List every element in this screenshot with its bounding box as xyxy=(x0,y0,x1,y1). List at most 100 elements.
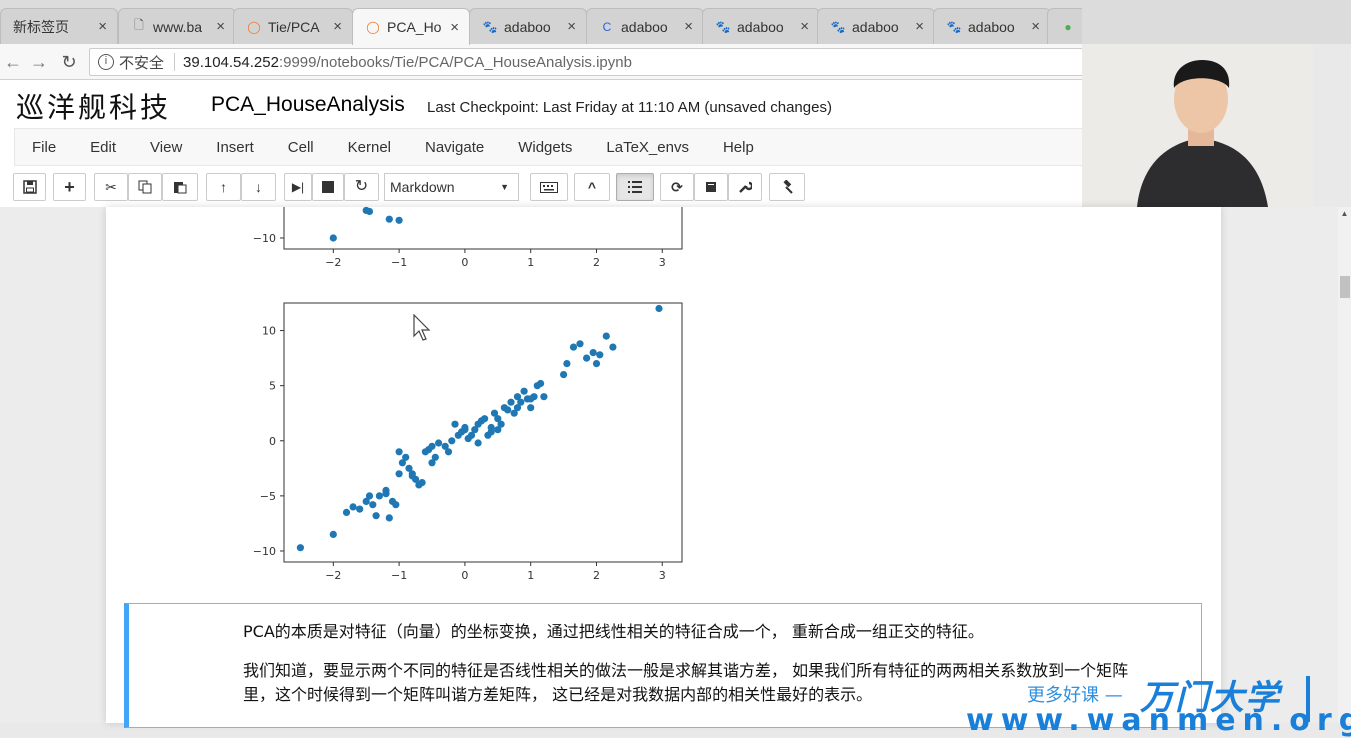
info-icon[interactable]: i xyxy=(98,54,114,70)
chevron-up-icon[interactable]: ^ xyxy=(574,173,610,201)
menu-item-edit[interactable]: Edit xyxy=(90,138,117,156)
close-icon[interactable]: × xyxy=(216,18,225,35)
close-icon[interactable]: × xyxy=(98,18,107,35)
browser-tab[interactable]: 🐾 adaboo × xyxy=(702,8,820,44)
save-icon[interactable] xyxy=(13,173,46,201)
markdown-paragraph: PCA的本质是对特征（向量）的坐标变换，通过把线性相关的特征合成一个， 重新合成… xyxy=(243,622,984,641)
scatter-point xyxy=(655,304,663,313)
gavel-icon[interactable] xyxy=(769,173,805,201)
cut-icon[interactable]: ✂ xyxy=(94,173,128,201)
refresh-icon[interactable]: ⟳ xyxy=(660,173,694,201)
menu-item-widgets[interactable]: Widgets xyxy=(518,138,573,156)
list-icon[interactable] xyxy=(616,173,654,201)
browser-tab[interactable]: 🐾 adaboo × xyxy=(817,8,935,44)
menu-item-cell[interactable]: Cell xyxy=(287,138,314,156)
close-icon[interactable]: × xyxy=(1031,18,1040,35)
browser-tab[interactable]: ◯ Tie/PCA × xyxy=(233,8,353,44)
scrollbar-thumb[interactable] xyxy=(1340,276,1350,298)
menu-item-insert[interactable]: Insert xyxy=(216,138,254,156)
presenter-figure xyxy=(1082,44,1313,207)
scatter-point xyxy=(428,459,436,467)
scatter-point xyxy=(329,234,337,242)
scatter-point xyxy=(349,503,357,511)
checkpoint-status: Last Checkpoint: Last Friday at 11:10 AM… xyxy=(427,99,832,116)
copy-icon[interactable] xyxy=(128,173,162,201)
scatter-point xyxy=(408,472,416,480)
scatter-point xyxy=(435,439,443,447)
scatter-point xyxy=(329,530,337,538)
browser-tab[interactable]: ● xyxy=(1047,8,1087,44)
address-bar: ← → ↻ i 不安全 39.104.54.252:9999/notebooks… xyxy=(0,44,1082,80)
scatter-point xyxy=(569,343,578,351)
menu-item-kernel[interactable]: Kernel xyxy=(347,138,391,156)
menu-item-view[interactable]: View xyxy=(150,138,183,156)
forward-icon[interactable]: → xyxy=(30,52,48,72)
scrollbar[interactable] xyxy=(1338,207,1351,723)
scatter-point xyxy=(596,351,604,359)
back-icon[interactable]: ← xyxy=(4,52,22,72)
scatter-point xyxy=(356,505,364,513)
loading-icon: C xyxy=(602,19,612,34)
scatter-point xyxy=(428,442,436,450)
close-icon[interactable]: × xyxy=(450,18,459,36)
menu-item-navigate[interactable]: Navigate xyxy=(425,138,485,156)
scatter-point xyxy=(385,514,393,522)
cell-type-select[interactable]: Markdown ▼ xyxy=(384,173,519,201)
restart-icon[interactable]: ↻ xyxy=(344,173,379,201)
browser-tab[interactable]: 🐾 adaboo × xyxy=(469,8,587,44)
x-tick-label: 1 xyxy=(527,569,534,582)
scatter-point xyxy=(563,360,571,368)
close-icon[interactable]: × xyxy=(915,18,924,35)
separator xyxy=(174,53,176,71)
move-down-icon[interactable]: ↓ xyxy=(241,173,276,201)
close-icon[interactable]: × xyxy=(800,18,809,35)
menu-item-latex-envs[interactable]: LaTeX_envs xyxy=(606,138,689,156)
x-tick-label: 2 xyxy=(593,569,600,582)
logo[interactable]: 巡洋舰科技 xyxy=(16,91,172,124)
scatter-point xyxy=(537,379,545,388)
webcam-strip xyxy=(1082,0,1313,44)
close-icon[interactable]: × xyxy=(567,18,576,35)
notebook-name[interactable]: PCA_HouseAnalysis xyxy=(211,93,405,116)
interrupt-icon[interactable] xyxy=(312,173,344,201)
browser-tab-title: Tie/PCA xyxy=(268,18,320,35)
wrench-icon[interactable] xyxy=(728,173,762,201)
scatter-point xyxy=(507,398,515,406)
url-field[interactable]: i 不安全 39.104.54.252:9999/notebooks/Tie/P… xyxy=(89,48,1082,76)
scatter-point xyxy=(487,428,495,436)
scatter-point xyxy=(474,439,482,447)
browser-tab[interactable]: 🐾 adaboo × xyxy=(933,8,1051,44)
scatter-point xyxy=(398,459,406,467)
scatter-point xyxy=(448,437,456,445)
reload-icon[interactable]: ↻ xyxy=(61,52,77,72)
x-tick-label: 3 xyxy=(659,569,666,582)
chevron-down-icon: ▼ xyxy=(500,182,509,192)
close-icon[interactable]: × xyxy=(684,18,693,35)
scatter-point xyxy=(382,490,390,498)
watermark-slogan: 更多好课 — xyxy=(1027,685,1123,706)
browser-tab[interactable]: 新标签页 × xyxy=(0,8,118,44)
baidu-paw-icon: 🐾 xyxy=(830,19,846,34)
scatter-point xyxy=(369,501,377,509)
paste-icon[interactable] xyxy=(162,173,198,201)
scatter-point xyxy=(402,453,410,461)
scroll-up-icon[interactable]: ▲ xyxy=(1340,209,1349,218)
menu-item-file[interactable]: File xyxy=(32,138,57,156)
scatter-point xyxy=(589,349,597,357)
browser-tab[interactable]: ◯ PCA_Ho × xyxy=(352,8,470,45)
browser-tab[interactable]: 🗋 www.ba × xyxy=(118,8,236,44)
keyboard-icon[interactable] xyxy=(530,173,568,201)
scatter-point xyxy=(405,464,413,472)
book-icon[interactable] xyxy=(694,173,728,201)
baidu-paw-icon: 🐾 xyxy=(946,19,962,34)
scatter-point xyxy=(490,409,499,417)
move-up-icon[interactable]: ↑ xyxy=(206,173,241,201)
y-tick-label: 5 xyxy=(269,380,276,393)
menu-item-help[interactable]: Help xyxy=(722,138,754,156)
scatter-point xyxy=(451,420,459,428)
close-icon[interactable]: × xyxy=(333,18,342,35)
insert-cell-icon[interactable]: + xyxy=(53,173,86,201)
run-icon[interactable]: ▶| xyxy=(284,173,312,201)
green-circle-icon: ● xyxy=(1064,19,1072,34)
